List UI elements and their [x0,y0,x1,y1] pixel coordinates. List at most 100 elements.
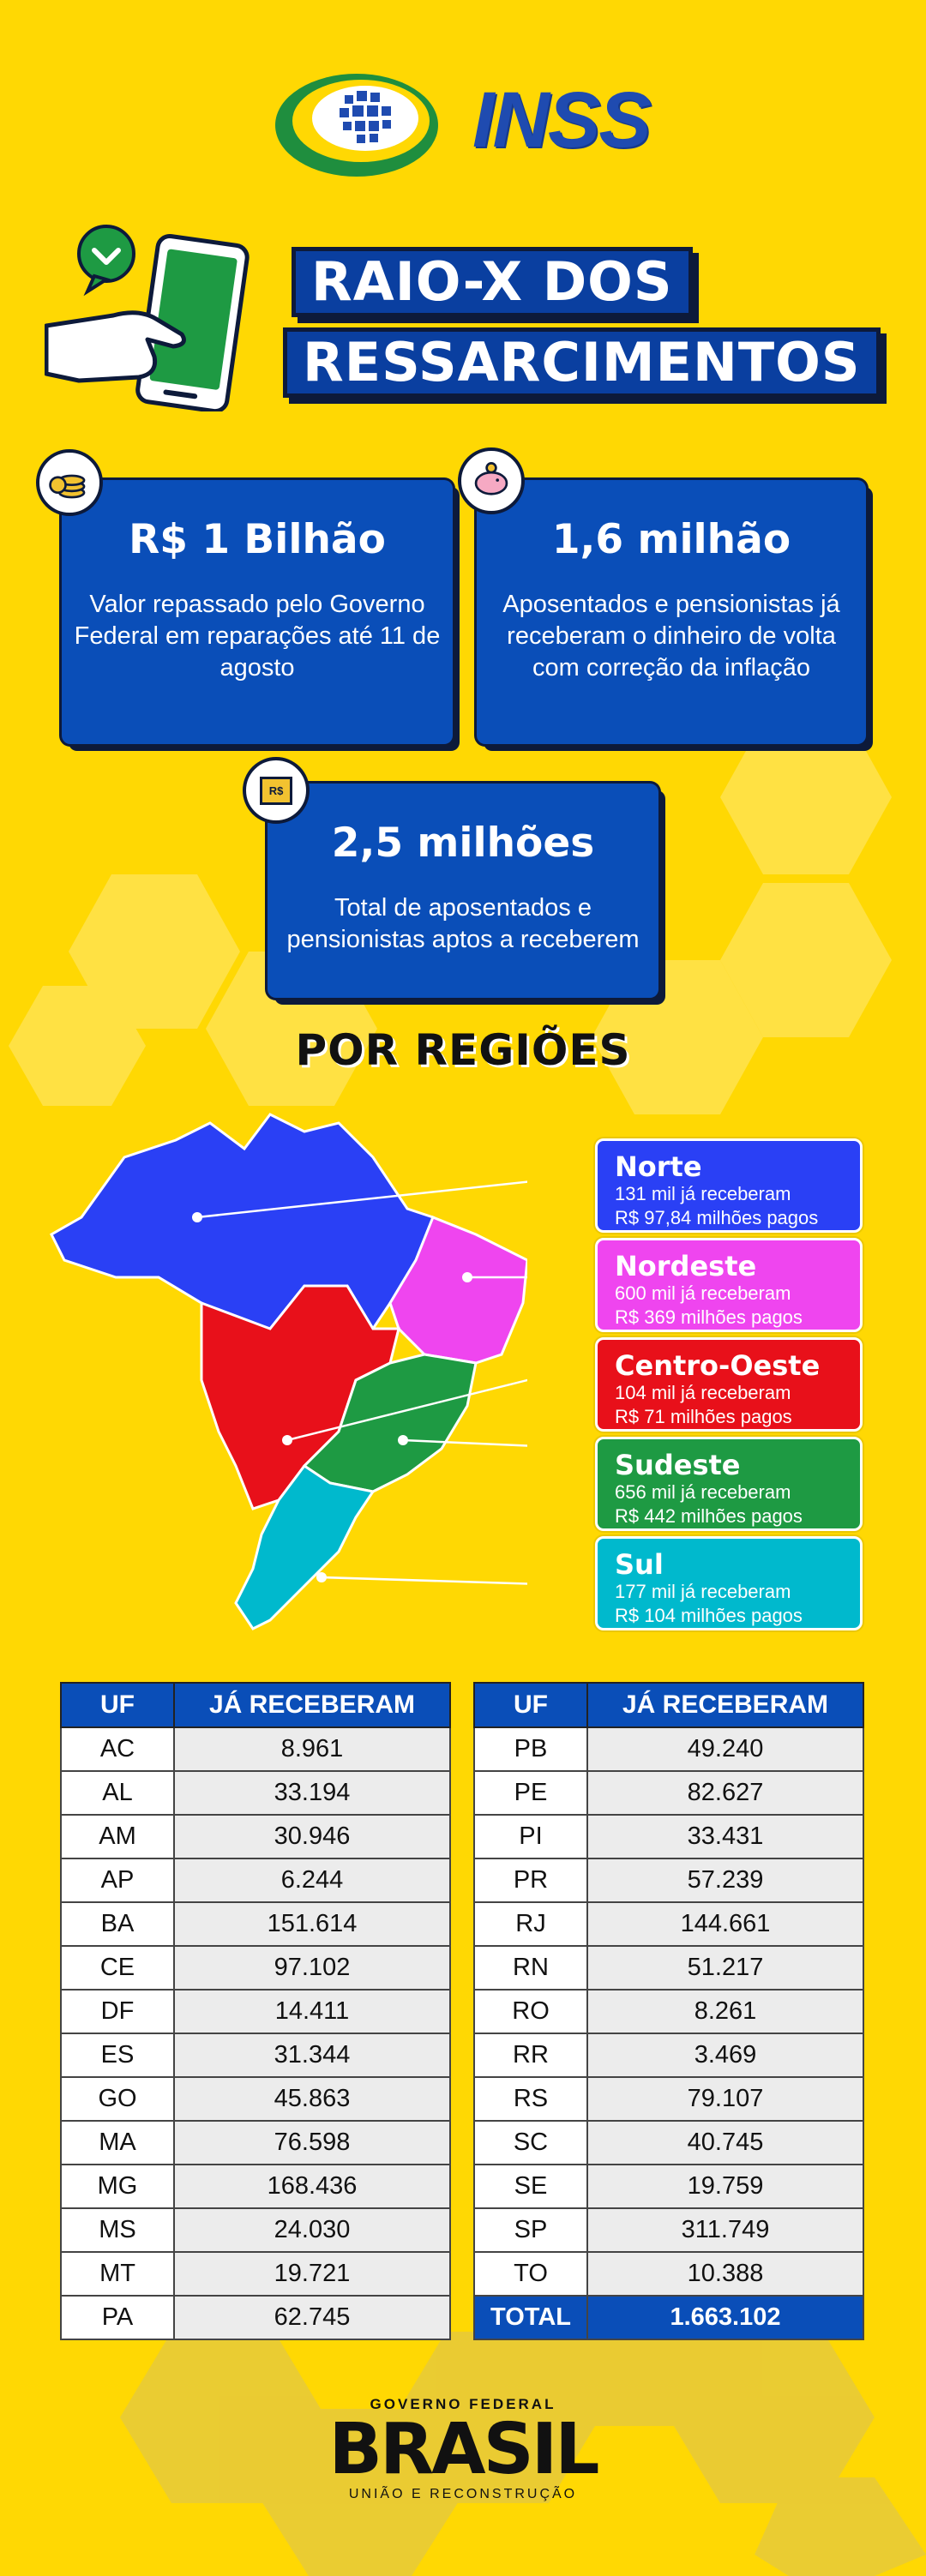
column-header-received: JÁ RECEBERAM [173,1682,451,1728]
table-row: RR 3.469 [473,2033,864,2078]
region-received: 600 mil já receberam [615,1282,791,1304]
uf-table-right: UF JÁ RECEBERAM PB 49.240 PE 82.627 PI 33.431… [473,1682,864,2340]
table-row: PR 57.239 [473,1858,864,1903]
uf-cell: PR [473,1858,588,1903]
region-name: Centro-Oeste [615,1349,821,1382]
stat-card-eligible: 2,5 milhões Total de aposentados e pensi… [268,784,658,998]
table-row: RO 8.261 [473,1989,864,2034]
uf-cell: TO [473,2251,588,2297]
money-bill-label: R$ [259,776,293,805]
uf-cell: MA [60,2120,175,2165]
received-cell: 8.961 [173,1726,451,1772]
table-row: MT 19.721 [60,2251,451,2297]
received-cell: 33.431 [586,1814,864,1859]
region-card-norte: Norte 131 mil já receberam R$ 97,84 milh… [595,1138,863,1233]
uf-cell: RJ [473,1901,588,1947]
inss-logo: INSS [271,57,657,185]
stat-value: 1,6 milhão [551,516,791,563]
received-cell: 19.721 [173,2251,451,2297]
uf-cell: RS [473,2076,588,2122]
table-row: DF 14.411 [60,1989,451,2034]
uf-cell: GO [60,2076,175,2122]
table-row: AL 33.194 [60,1770,451,1816]
received-cell: 97.102 [173,1945,451,1991]
table-row: PI 33.431 [473,1814,864,1859]
logo-text: INSS [472,76,652,164]
uf-cell: PB [473,1726,588,1772]
received-cell: 62.745 [173,2295,451,2340]
money-bill-icon: R$ [243,757,310,824]
footer-gov-label: GOVERNO FEDERAL [370,2396,556,2412]
table-row: RS 79.107 [473,2076,864,2122]
uf-cell: AL [60,1770,175,1816]
column-header-uf: UF [60,1682,175,1728]
region-paid: R$ 442 milhões pagos [615,1505,803,1527]
uf-cell: BA [60,1901,175,1947]
received-cell: 311.749 [586,2207,864,2253]
title-line-2: RESSARCIMENTOS [283,327,881,398]
uf-cell: MS [60,2207,175,2253]
footer-brasil-logo: BRASIL [328,2409,600,2490]
table-row: BA 151.614 [60,1901,451,1947]
received-cell: 19.759 [586,2164,864,2209]
received-cell: 33.194 [173,1770,451,1816]
uf-cell: SP [473,2207,588,2253]
received-cell: 82.627 [586,1770,864,1816]
region-paid: R$ 97,84 milhões pagos [615,1207,819,1228]
table-row: RJ 144.661 [473,1901,864,1947]
stat-description: Total de aposentados e pensionistas apto… [286,894,640,953]
uf-cell: AP [60,1858,175,1903]
region-card-sul: Sul 177 mil já receberam R$ 104 milhões … [595,1536,863,1630]
uf-cell: AM [60,1814,175,1859]
region-paid: R$ 104 milhões pagos [615,1605,803,1626]
region-card-sudeste: Sudeste 656 mil já receberam R$ 442 milh… [595,1437,863,1531]
brazil-map [50,1113,527,1630]
table-row: ES 31.344 [60,2033,451,2078]
column-header-uf: UF [473,1682,588,1728]
uf-cell: AC [60,1726,175,1772]
total-label: TOTAL [473,2295,588,2340]
uf-cell: MG [60,2164,175,2209]
table-row: MA 76.598 [60,2120,451,2165]
uf-cell: RR [473,2033,588,2078]
uf-cell: CE [60,1945,175,1991]
table-row: AP 6.244 [60,1858,451,1903]
region-name: Sul [615,1548,664,1581]
uf-cell: PI [473,1814,588,1859]
received-cell: 10.388 [586,2251,864,2297]
title-line-1: RAIO-X DOS [292,247,693,317]
total-value: 1.663.102 [586,2295,864,2340]
uf-cell: MT [60,2251,175,2297]
received-cell: 79.107 [586,2076,864,2122]
region-paid: R$ 369 milhões pagos [615,1306,803,1328]
uf-cell: SE [473,2164,588,2209]
uf-cell: DF [60,1989,175,2034]
received-cell: 6.244 [173,1858,451,1903]
uf-cell: RO [473,1989,588,2034]
map-region-sudeste [302,1353,478,1493]
received-cell: 151.614 [173,1901,451,1947]
stat-description: Aposentados e pensionistas já receberam … [502,591,840,682]
inss-emblem-icon [275,74,438,177]
region-paid: R$ 71 milhões pagos [615,1406,792,1427]
footer-slogan: UNIÃO E RECONSTRUÇÃO [348,2487,578,2501]
region-name: Sudeste [615,1449,741,1481]
received-cell: 30.946 [173,1814,451,1859]
received-cell: 144.661 [586,1901,864,1947]
received-cell: 3.469 [586,2033,864,2078]
region-name: Nordeste [615,1250,757,1282]
table-row: PB 49.240 [473,1726,864,1772]
received-cell: 40.745 [586,2120,864,2165]
uf-cell: ES [60,2033,175,2078]
region-received: 131 mil já receberam [615,1183,791,1204]
phone-hand-icon [45,225,250,411]
received-cell: 31.344 [173,2033,451,2078]
table-row: SP 311.749 [473,2207,864,2253]
page-title: RAIO-X DOS RESSARCIMENTOS [283,247,881,408]
table-row: PE 82.627 [473,1770,864,1816]
table-row: CE 97.102 [60,1945,451,1991]
received-cell: 76.598 [173,2120,451,2165]
received-cell: 168.436 [173,2164,451,2209]
map-region-norte [50,1113,435,1331]
table-row: TO 10.388 [473,2251,864,2297]
